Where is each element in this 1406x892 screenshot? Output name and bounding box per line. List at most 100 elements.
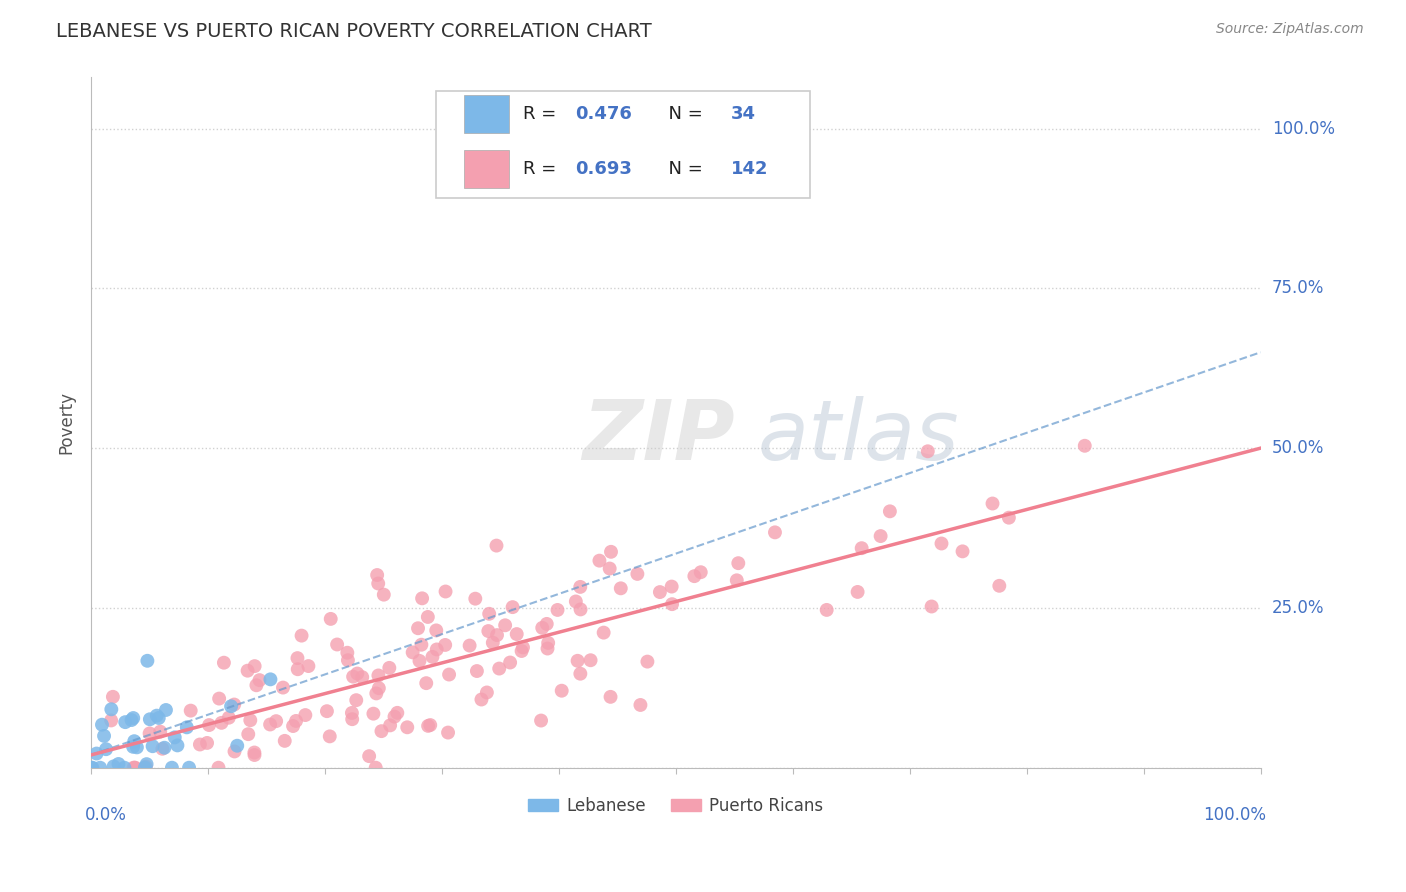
Point [506, 627, 529, 641]
Point [683, 569, 706, 583]
FancyBboxPatch shape [436, 91, 810, 198]
Point [485, 539, 508, 553]
Point [437, 725, 460, 739]
Point [437, 667, 460, 681]
Point [226, 739, 249, 753]
Point [610, 582, 633, 596]
Point [815, 603, 838, 617]
Text: N =: N = [657, 160, 703, 178]
Point [569, 580, 592, 594]
Text: 25.0%: 25.0% [1272, 599, 1324, 617]
Point [482, 635, 505, 649]
Point [366, 686, 388, 700]
Point [94, 742, 117, 756]
Point [434, 638, 457, 652]
Point [243, 659, 266, 673]
Point [208, 691, 231, 706]
Point [135, 757, 157, 772]
Point [218, 711, 240, 725]
Point [136, 654, 159, 668]
Point [367, 668, 389, 682]
FancyBboxPatch shape [464, 150, 509, 188]
Text: R =: R = [523, 104, 561, 123]
Point [408, 654, 430, 668]
Point [1074, 439, 1097, 453]
Text: 0.0%: 0.0% [86, 805, 127, 823]
Point [122, 711, 145, 725]
Point [114, 761, 136, 775]
Point [93, 729, 115, 743]
Point [981, 496, 1004, 510]
Point [249, 673, 271, 687]
Point [243, 747, 266, 762]
Point [163, 731, 186, 745]
Point [89, 761, 111, 775]
Point [122, 761, 145, 775]
Point [378, 661, 401, 675]
Point [122, 734, 145, 748]
Text: N =: N = [657, 104, 703, 123]
Point [346, 666, 368, 681]
Point [458, 639, 481, 653]
Point [271, 681, 294, 695]
Point [212, 656, 235, 670]
Point [567, 654, 589, 668]
Point [931, 536, 953, 550]
Text: 100.0%: 100.0% [1204, 805, 1267, 823]
Point [537, 636, 560, 650]
Point [145, 708, 167, 723]
Point [434, 584, 457, 599]
Point [195, 736, 218, 750]
Point [239, 713, 262, 727]
Point [579, 653, 602, 667]
Point [569, 602, 592, 616]
Point [107, 756, 129, 771]
Point [547, 603, 569, 617]
Point [510, 644, 533, 658]
Point [236, 664, 259, 678]
Point [219, 699, 242, 714]
Point [494, 618, 516, 632]
Point [661, 580, 683, 594]
Point [340, 706, 363, 720]
Point [725, 574, 748, 588]
Point [180, 704, 202, 718]
Point [259, 717, 281, 731]
Point [661, 597, 683, 611]
Point [103, 759, 125, 773]
Point [531, 621, 554, 635]
Point [100, 714, 122, 728]
Point [336, 646, 359, 660]
Point [536, 616, 558, 631]
Text: atlas: atlas [758, 396, 959, 477]
Text: 0.693: 0.693 [575, 160, 633, 178]
Point [124, 761, 146, 775]
Point [763, 525, 786, 540]
Point [378, 718, 401, 732]
Point [352, 670, 374, 684]
Point [82, 761, 104, 775]
Point [148, 711, 170, 725]
Point [988, 579, 1011, 593]
Text: 142: 142 [731, 160, 768, 178]
Point [626, 566, 648, 581]
Point [139, 712, 162, 726]
Point [416, 610, 439, 624]
Point [100, 702, 122, 716]
Text: 75.0%: 75.0% [1272, 279, 1324, 297]
Point [207, 761, 229, 775]
Point [425, 624, 447, 638]
Point [160, 761, 183, 775]
Point [142, 739, 165, 754]
Point [363, 706, 385, 721]
Point [536, 641, 558, 656]
Point [387, 706, 409, 720]
Point [475, 685, 498, 699]
Point [188, 738, 211, 752]
Point [138, 726, 160, 740]
Point [396, 720, 419, 734]
Point [80, 761, 103, 775]
Point [370, 724, 392, 739]
Point [287, 662, 309, 676]
Text: LEBANESE VS PUERTO RICAN POVERTY CORRELATION CHART: LEBANESE VS PUERTO RICAN POVERTY CORRELA… [56, 22, 652, 41]
